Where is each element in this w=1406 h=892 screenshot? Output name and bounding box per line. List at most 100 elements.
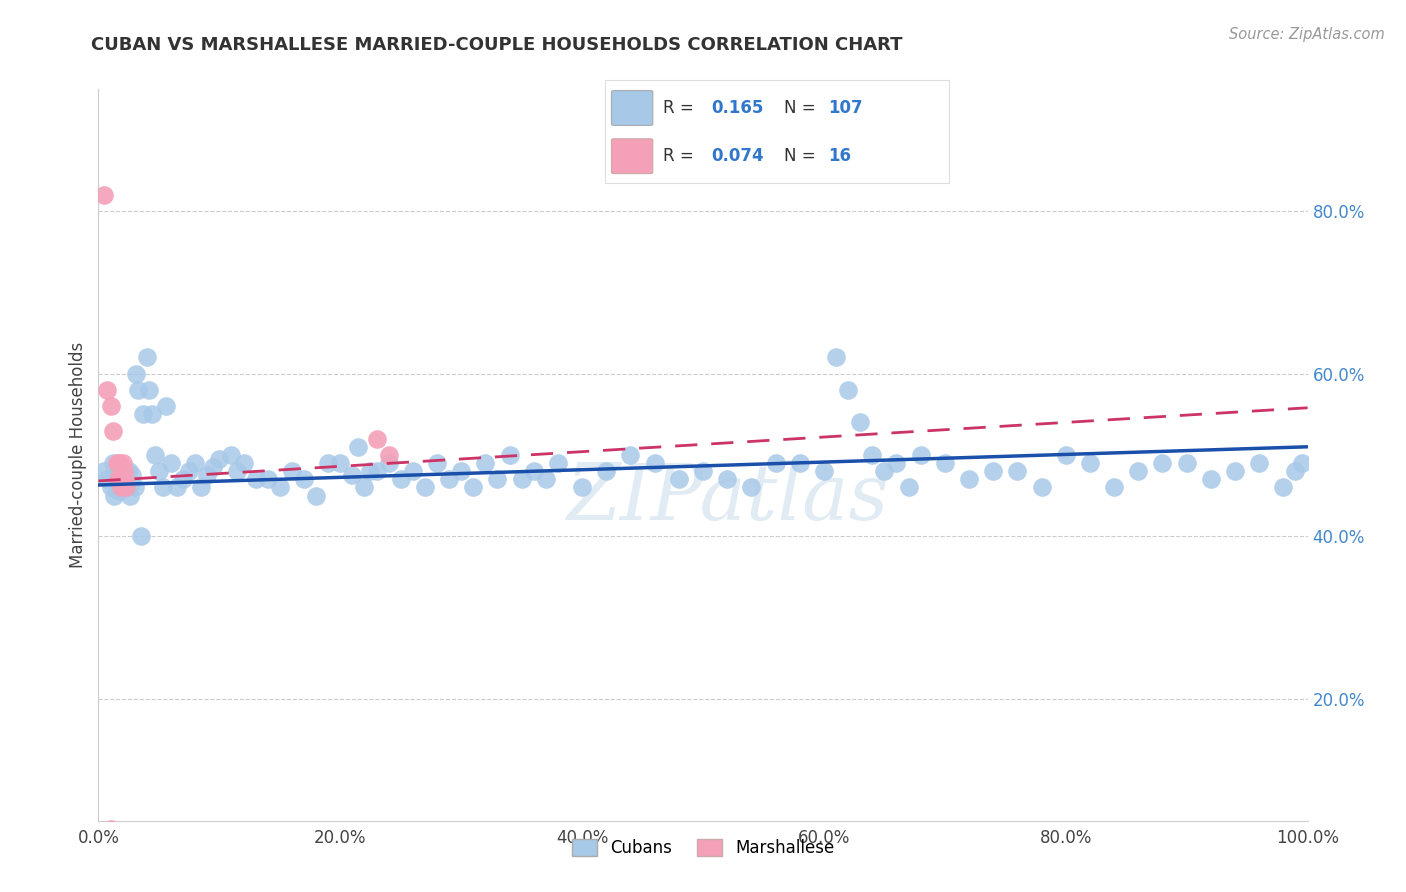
Point: [135, 351, 157, 365]
Point: [402, 464, 425, 478]
Point: [595, 464, 617, 478]
Point: [957, 472, 980, 486]
Point: [202, 460, 225, 475]
Point: [179, 464, 201, 478]
Point: [111, 456, 134, 470]
Point: [111, 480, 134, 494]
Point: [1128, 464, 1150, 478]
Point: [377, 448, 399, 462]
Point: [107, 476, 129, 491]
Point: [897, 480, 920, 494]
FancyBboxPatch shape: [612, 139, 652, 174]
Point: [226, 464, 249, 478]
Point: [510, 472, 533, 486]
Text: CUBAN VS MARSHALLESE MARRIED-COUPLE HOUSEHOLDS CORRELATION CHART: CUBAN VS MARSHALLESE MARRIED-COUPLE HOUS…: [91, 36, 903, 54]
Point: [103, 489, 125, 503]
Point: [1272, 480, 1295, 494]
Point: [96, 383, 118, 397]
Point: [112, 472, 135, 486]
Point: [860, 448, 883, 462]
Point: [221, 448, 243, 462]
Point: [353, 480, 375, 494]
Point: [463, 480, 485, 494]
Point: [789, 456, 811, 470]
Point: [256, 472, 278, 486]
Point: [208, 452, 231, 467]
Point: [166, 480, 188, 494]
Text: ZIPatlas: ZIPatlas: [567, 460, 889, 537]
Point: [292, 472, 315, 486]
Point: [692, 464, 714, 478]
Point: [910, 448, 932, 462]
Text: 0.165: 0.165: [711, 99, 763, 117]
Point: [190, 480, 212, 494]
Point: [160, 456, 183, 470]
Point: [1175, 456, 1198, 470]
Point: [825, 351, 848, 365]
Point: [316, 456, 339, 470]
Point: [184, 456, 207, 470]
Point: [93, 464, 115, 478]
Point: [118, 464, 141, 478]
Point: [934, 456, 956, 470]
Point: [1291, 456, 1313, 470]
Point: [716, 472, 738, 486]
Point: [619, 448, 641, 462]
Point: [281, 464, 304, 478]
Point: [342, 468, 364, 483]
Text: N =: N =: [783, 147, 821, 165]
Point: [105, 468, 128, 483]
Point: [100, 480, 122, 494]
Point: [152, 480, 174, 494]
Point: [100, 822, 122, 836]
Point: [813, 464, 835, 478]
Point: [269, 480, 291, 494]
Text: R =: R =: [664, 147, 699, 165]
Point: [96, 472, 118, 486]
Point: [886, 456, 908, 470]
Point: [101, 424, 124, 438]
Point: [121, 468, 143, 483]
Point: [93, 187, 115, 202]
Point: [1031, 480, 1053, 494]
Point: [389, 472, 412, 486]
Point: [474, 456, 496, 470]
Point: [138, 383, 160, 397]
Point: [105, 456, 128, 470]
Point: [114, 464, 136, 478]
Point: [1199, 472, 1222, 486]
Point: [1054, 448, 1077, 462]
Point: [132, 407, 155, 421]
Point: [110, 480, 132, 494]
Point: [1284, 464, 1306, 478]
Point: [115, 480, 138, 494]
Point: [108, 460, 131, 475]
Point: [837, 383, 859, 397]
Point: [347, 440, 370, 454]
Legend: Cubans, Marshallese: Cubans, Marshallese: [565, 832, 841, 863]
Point: [366, 464, 388, 478]
Point: [571, 480, 593, 494]
Point: [245, 472, 267, 486]
Point: [124, 480, 146, 494]
Point: [143, 448, 166, 462]
Point: [849, 416, 872, 430]
Point: [498, 448, 520, 462]
Text: 107: 107: [828, 99, 863, 117]
Point: [437, 472, 460, 486]
Point: [644, 456, 666, 470]
Point: [155, 399, 177, 413]
Point: [101, 456, 124, 470]
Point: [118, 489, 141, 503]
Point: [125, 367, 148, 381]
Point: [112, 464, 135, 478]
Point: [1007, 464, 1029, 478]
Point: [450, 464, 472, 478]
Point: [1078, 456, 1101, 470]
Point: [413, 480, 436, 494]
Point: [1249, 456, 1271, 470]
Point: [107, 472, 129, 486]
Point: [765, 456, 787, 470]
Text: Source: ZipAtlas.com: Source: ZipAtlas.com: [1229, 27, 1385, 42]
Point: [127, 383, 149, 397]
